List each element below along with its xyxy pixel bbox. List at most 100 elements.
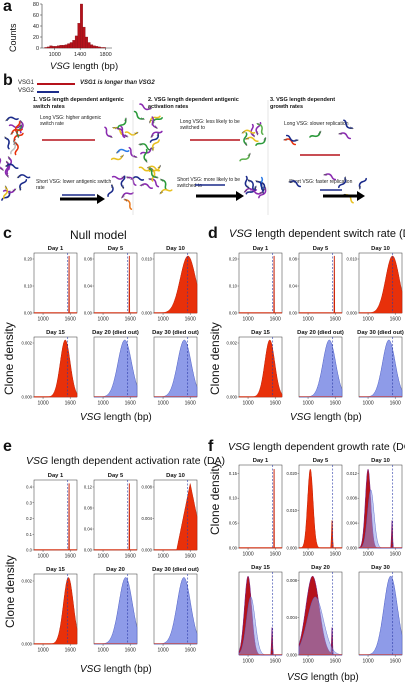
parasite-body: [14, 121, 21, 134]
ytick-label: 0.04: [84, 284, 93, 289]
legend-vsg2-line: [37, 91, 59, 93]
panel-a-bar: [92, 45, 96, 49]
parasite-step3-a: [283, 138, 297, 146]
ytick-label: 0.000: [347, 311, 358, 316]
parasite-flagellum: [14, 141, 18, 146]
parasite-body: [117, 118, 127, 129]
parasite-flagellum: [1, 167, 4, 171]
parasite-body: [258, 187, 267, 199]
xtick-label: 1600: [390, 552, 401, 558]
panel-a-histogram: 0 20 40 60 80 1000 1400 1800: [33, 2, 112, 58]
parasite-body: [243, 132, 248, 146]
subplot-frame: [298, 252, 343, 314]
step2-bottom-note: Short VSG: more likely to be switched to: [177, 177, 241, 189]
parasite-flagellum: [112, 127, 116, 130]
parasite-flagellum: [5, 118, 10, 122]
ytick-label: 0.000: [227, 395, 238, 400]
ytick-label: 0.000: [287, 546, 298, 551]
parasite-flagellum: [124, 117, 127, 122]
step2-title: 2. VSG length dependent antigenic activa…: [148, 97, 239, 110]
xtick-label: 1600: [65, 401, 76, 407]
panel-a-bar: [57, 45, 60, 49]
ytick-label: 0.002: [227, 341, 238, 346]
xtick-label: 1600: [185, 648, 196, 654]
parasite-flagellum: [146, 166, 151, 169]
parasite-body: [242, 129, 256, 134]
parasite-step1-c: [4, 164, 9, 178]
xtick-label: 1600: [125, 401, 136, 407]
parasite-flagellum: [116, 151, 120, 154]
parasite-flagellum: [13, 141, 15, 146]
ytick-label: 0.20: [24, 257, 33, 262]
parasite-step1-a: [5, 116, 19, 122]
parasite-step2-b: [255, 122, 262, 136]
xtick-label: 1000: [302, 317, 313, 323]
parasite-body: [250, 188, 263, 195]
parasite-body: [149, 115, 161, 123]
subplot-title: Day 1: [253, 246, 269, 252]
ytick-label: 0.08: [84, 257, 93, 262]
subplot-title: Day 5: [313, 458, 329, 464]
parasite-body: [143, 148, 148, 162]
panel-d-ylabel: Clone density: [208, 322, 222, 395]
parasite-flagellum: [294, 139, 299, 142]
subplot-frame: [238, 252, 283, 314]
legend-vsg2-label: VSG2: [18, 88, 35, 94]
ytick-label: 0.0: [26, 548, 32, 553]
parasite-step2-b: [245, 136, 259, 143]
xtick-label: 1600: [330, 552, 341, 558]
subplot-title: Day 30 (died out): [357, 330, 404, 336]
xtick-label: 1000: [97, 401, 108, 407]
density-subplot: Day 10 1000 1600 0.000 0.010: [142, 246, 198, 323]
xtick-label: 1000: [37, 401, 48, 407]
subplot-title: Day 15: [251, 330, 270, 336]
ytick-label: 0.15: [229, 471, 238, 476]
ytick-label: 0.08: [84, 506, 93, 511]
panel-c-grid: Day 1 1000 1600 0.00 0.10 0.20 Day 5 1000 1600 0.…: [20, 243, 200, 411]
ytick-label: 0.002: [22, 579, 33, 584]
parasite-flagellum: [150, 134, 154, 139]
ytick-label: 0.002: [22, 341, 33, 346]
parasite-step1-c: [0, 157, 4, 171]
ytick-label: 0.04: [289, 284, 298, 289]
parasite-step1-d: [121, 192, 134, 199]
parasite-flagellum: [247, 185, 250, 190]
ytick-label: 0.010: [347, 257, 358, 262]
panel-e-ylabel: Clone density: [3, 555, 17, 628]
legend-vsg1-label: VSG1: [18, 80, 35, 86]
parasite-step2-a: [140, 147, 153, 155]
parasite-step1-a: [19, 119, 24, 134]
density-grid-svg: Day 1 1000 1600 0.00 0.05 0.10 0.15 Day 5 1000 16…: [229, 458, 403, 665]
ytick-label: 0.008: [287, 578, 298, 583]
parasite-flagellum: [19, 119, 22, 124]
subplot-title: Day 20: [106, 567, 125, 573]
xtick-label: 1600: [270, 659, 281, 665]
panel-a-xtick-label: 1800: [100, 52, 112, 58]
parasite-step3-a: [343, 119, 354, 130]
xtick-label: 1000: [157, 648, 168, 654]
density-subplot: Day 1 1000 1600 0.00 0.10 0.20: [24, 246, 78, 323]
parasite-flagellum: [4, 136, 7, 141]
panel-f-grid: Day 1 1000 1600 0.00 0.05 0.10 0.15 Day 5 1000 16…: [225, 455, 405, 670]
panel-a-bar: [85, 36, 88, 49]
density-subplot: Day 10 1000 1600 0.000 0.004 0.008: [142, 473, 198, 560]
panel-e-xlabel: VSG length (bp): [80, 664, 152, 675]
parasite-flagellum: [16, 130, 18, 135]
parasite-step2-c: [159, 178, 168, 191]
transition-arrow-head: [97, 194, 105, 204]
ytick-label: 0.000: [347, 546, 358, 551]
parasite-body: [151, 130, 163, 138]
density-area: [34, 483, 77, 551]
density-area: [299, 339, 343, 398]
panel-a-bar: [102, 47, 106, 49]
parasite-step2-b: [255, 137, 267, 147]
parasite-flagellum: [17, 134, 20, 139]
density-area: [94, 255, 137, 314]
parasite-step1-b: [116, 148, 130, 154]
density-subplot: Day 5 1000 1600 0.00 0.04 0.08: [84, 246, 138, 323]
panel-a-bar: [74, 35, 78, 49]
parasite-flagellum: [152, 147, 155, 152]
xtick-label: 1000: [302, 552, 313, 558]
subplot-title: Day 5: [313, 246, 329, 252]
parasite-flagellum: [120, 154, 124, 158]
